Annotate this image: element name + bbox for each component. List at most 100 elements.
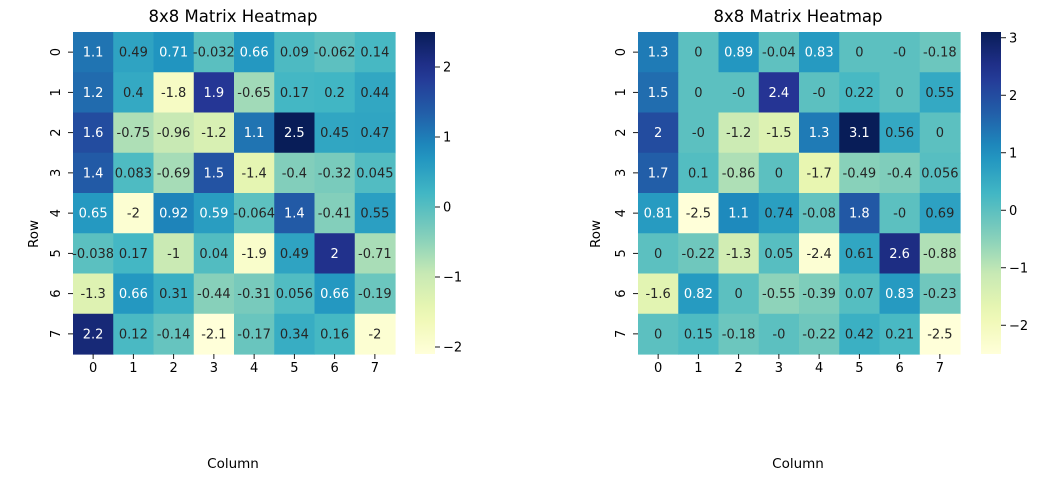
cell-annotation: -0.71 xyxy=(358,247,392,262)
cell-annotation: 0.44 xyxy=(360,86,389,101)
heatmap-cell xyxy=(839,233,881,275)
cell-annotation: -0.04 xyxy=(762,46,796,61)
heatmap-cell xyxy=(919,273,961,315)
x-tick-label: 6 xyxy=(330,361,338,376)
cell-annotation: 0.59 xyxy=(199,207,228,222)
heatmap-cell xyxy=(274,193,316,234)
colorbar-tick-label: 1 xyxy=(443,131,451,146)
heatmap-cell xyxy=(354,152,396,194)
heatmap-cell xyxy=(718,72,760,114)
heatmap-cell xyxy=(678,233,720,275)
cell-annotation: 0.65 xyxy=(79,207,108,222)
cell-annotation: 0.04 xyxy=(199,247,228,262)
cell-annotation: 0.17 xyxy=(280,86,309,101)
heatmap-cell xyxy=(678,313,720,355)
cell-annotation: 0.83 xyxy=(885,287,914,302)
heatmap-cell xyxy=(153,313,195,355)
chart-title: 8x8 Matrix Heatmap xyxy=(714,7,883,26)
cell-annotation: 1.3 xyxy=(809,126,830,141)
colorbar-tick-label: 3 xyxy=(1009,31,1017,46)
heatmap-cell xyxy=(879,313,921,355)
heatmap-cell xyxy=(73,273,114,315)
cell-annotation: 0.66 xyxy=(119,287,148,302)
y-tick-label: 1 xyxy=(49,88,64,96)
cell-annotation: -0.96 xyxy=(157,126,191,141)
heatmap-cell xyxy=(73,233,114,275)
cell-annotation: 0.14 xyxy=(360,46,389,61)
heatmap-cell xyxy=(758,313,800,355)
cell-annotation: 0.2 xyxy=(324,86,345,101)
heatmap-cell xyxy=(678,193,720,234)
cell-annotation: 1.5 xyxy=(204,166,225,181)
x-tick-label: 4 xyxy=(250,361,258,376)
heatmap-cell xyxy=(799,193,840,234)
cell-annotation: -0.22 xyxy=(802,327,836,342)
heatmap-cell xyxy=(638,273,679,315)
cell-annotation: -0.88 xyxy=(923,247,957,262)
heatmap-cell xyxy=(678,273,720,315)
cell-annotation: 1.3 xyxy=(648,46,669,61)
heatmap-cell xyxy=(799,32,840,73)
cell-annotation: -1.9 xyxy=(241,247,266,262)
cell-annotation: 0.21 xyxy=(885,327,914,342)
colorbar xyxy=(981,32,1001,354)
heatmap-cell xyxy=(638,233,679,275)
heatmap-cell xyxy=(153,112,195,154)
heatmap-cell xyxy=(274,32,316,73)
cell-annotation: -2.1 xyxy=(201,327,226,342)
heatmap-cell xyxy=(314,152,356,194)
x-tick-label: 2 xyxy=(734,361,742,376)
heatmap-cell xyxy=(758,32,800,73)
cell-annotation: -0.18 xyxy=(923,46,957,61)
heatmap-cell xyxy=(638,112,679,154)
cell-annotation: -0.17 xyxy=(237,327,271,342)
heatmap-cell xyxy=(193,273,235,315)
cell-annotation: 1.1 xyxy=(244,126,265,141)
cell-annotation: -0.69 xyxy=(157,166,191,181)
cell-annotation: -0.22 xyxy=(682,247,716,262)
y-tick-label: 6 xyxy=(614,289,629,297)
cell-annotation: 1.2 xyxy=(83,86,104,101)
cell-annotation: 0.56 xyxy=(885,126,914,141)
cell-annotation: -0.55 xyxy=(762,287,796,302)
cell-annotation: -0.062 xyxy=(314,46,356,61)
cell-annotation: 0.05 xyxy=(764,247,793,262)
cell-annotation: 0.083 xyxy=(115,166,152,181)
cell-annotation: -0.49 xyxy=(843,166,877,181)
heatmap-cell xyxy=(193,32,235,73)
cell-annotation: 0.056 xyxy=(276,287,313,302)
heatmap-cell xyxy=(879,193,921,234)
colorbar-tick-label: 0 xyxy=(1009,204,1017,219)
cell-annotation: 0.66 xyxy=(240,46,269,61)
x-tick-label: 1 xyxy=(694,361,702,376)
colorbar-tick-label: 2 xyxy=(443,61,451,76)
cell-annotation: 1.4 xyxy=(83,166,104,181)
heatmap-cell xyxy=(153,273,195,315)
heatmap-cell xyxy=(758,72,800,114)
cell-annotation: 0.55 xyxy=(925,86,954,101)
cell-annotation: 0 xyxy=(654,247,662,262)
heatmap-cell xyxy=(799,233,840,275)
heatmap-cell xyxy=(153,193,195,234)
y-tick-label: 5 xyxy=(614,249,629,257)
cell-annotation: 0.66 xyxy=(320,287,349,302)
cell-annotation: -0.08 xyxy=(802,207,836,222)
cell-annotation: -0.32 xyxy=(318,166,352,181)
heatmap-cell xyxy=(758,152,800,194)
cell-annotation: 0.81 xyxy=(644,207,673,222)
cell-annotation: 0.61 xyxy=(845,247,874,262)
heatmap-cell xyxy=(638,72,679,114)
cell-annotation: -0.14 xyxy=(157,327,191,342)
heatmap-cell xyxy=(718,152,760,194)
y-tick-label: 6 xyxy=(49,289,64,297)
cell-annotation: 0.056 xyxy=(921,166,958,181)
heatmap-cell xyxy=(718,112,760,154)
cell-annotation: -0 xyxy=(813,86,826,101)
heatmap-cell xyxy=(354,32,396,73)
cell-annotation: 0 xyxy=(775,166,783,181)
heatmap-cell xyxy=(758,112,800,154)
heatmap-cell xyxy=(314,233,356,275)
cell-annotation: -0.75 xyxy=(117,126,151,141)
cell-annotation: 1.6 xyxy=(83,126,104,141)
x-tick-label: 5 xyxy=(290,361,298,376)
